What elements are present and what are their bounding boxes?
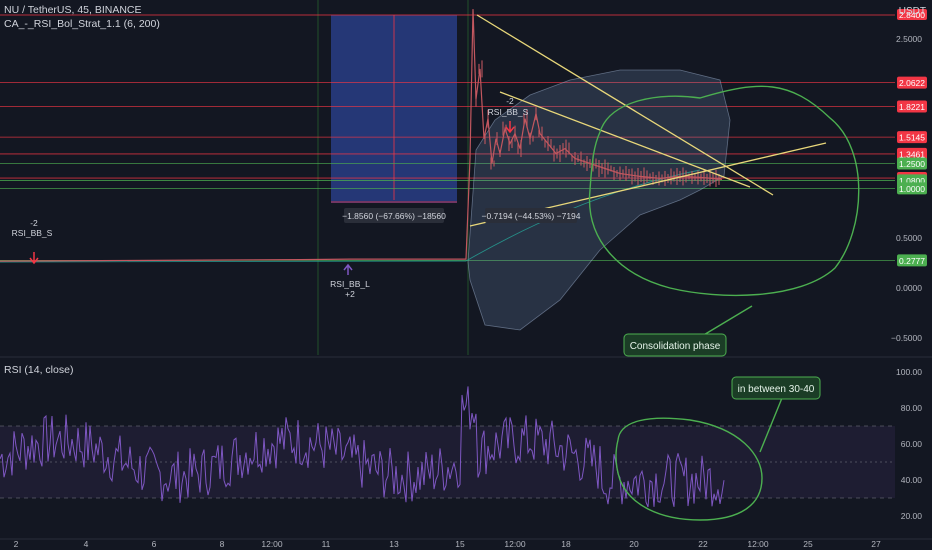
price-level-tag [897,131,927,144]
time-tick: 13 [389,539,399,549]
current-price-tag [897,9,927,20]
signal-qty: -2 [30,218,38,228]
price-level-tag [897,182,927,195]
rsi-tick: 60.00 [901,439,923,449]
price-level-label: 1.0000 [899,184,925,194]
rsi-tick: 100.00 [896,367,922,377]
consolidation-callout-box [623,333,727,357]
price-level-label: 2.0622 [899,78,925,88]
price-level-label: 1.3461 [899,149,925,159]
price-level-tag [897,157,927,170]
time-tick: 12:00 [261,539,283,549]
time-tick: 12:00 [504,539,526,549]
time-tick: 25 [803,539,813,549]
annotation-layer: Consolidation phase in between 30-40 −1.85… [12,85,860,521]
price-axis[interactable]: 2.06221.82211.51451.34611.25001.10391.08… [891,9,927,521]
signal-label: RSI_BB_S [488,107,529,117]
consolidation-circle [588,85,860,297]
short-arrow-icon [29,252,39,265]
price-level-tag [897,76,927,89]
measure-label-left: −1.8560 (−67.66%) −18560 [342,211,446,221]
time-tick: 18 [561,539,571,549]
price-tick: 0.5000 [896,233,922,243]
currency-label[interactable]: USDT [898,6,926,17]
measure-label-box [344,208,444,223]
rsi-tick: 20.00 [901,511,923,521]
time-tick: 6 [152,539,157,549]
time-tick: 27 [871,539,881,549]
rsi-callout-box [731,376,821,400]
price-level-label: 1.0800 [899,176,925,186]
measure-label-right: −0.7194 (−44.53%) −7194 [481,211,580,221]
short-arrow-icon [505,121,515,134]
time-tick: 8 [220,539,225,549]
price-tick: 2.5000 [896,34,922,44]
signal-label: RSI_BB_S [12,228,53,238]
measure-label-box [485,208,577,223]
price-level-label: 1.2500 [899,159,925,169]
price-level-tag [897,100,927,113]
rsi-callout-pointer [759,397,783,453]
time-tick: 2 [14,539,19,549]
time-tick: 20 [629,539,639,549]
price-level-label: 1.5145 [899,133,925,143]
trendline-mid [499,91,751,188]
time-tick: 22 [698,539,708,549]
time-tick: 15 [455,539,465,549]
time-axis[interactable]: 2 4 6 8 12:00 11 13 15 12:00 18 20 22 12:00 25 27 [0,538,932,549]
symbol-title[interactable]: NU / TetherUS, 45, BINANCE [4,4,142,16]
current-price-label: 2.8400 [899,10,925,20]
rsi-callout-text: in between 30-40 [738,384,815,395]
time-tick: 11 [322,539,331,549]
price-level-tag [897,254,927,267]
band-area [467,69,731,331]
signal-qty: +2 [345,289,355,299]
rsi-circle [615,417,763,521]
time-tick: 12:00 [747,539,769,549]
signal-label: RSI_BB_L [330,279,370,289]
rsi-tick: 40.00 [901,475,923,485]
price-level-label: 1.8221 [899,102,925,112]
price-level-tag [897,147,927,160]
price-tick: −0.5000 [891,333,922,343]
price-level-label: 0.2777 [899,256,925,266]
signal-qty: -2 [506,96,514,106]
long-arrow-icon [343,263,353,275]
rsi-line [0,386,725,508]
indicator-title[interactable]: CA_-_RSI_Bol_Strat_1.1 (6, 200) [4,18,160,30]
time-tick: 4 [84,539,89,549]
consolidation-callout-text: Consolidation phase [630,341,721,352]
rsi-title[interactable]: RSI (14, close) [4,364,74,376]
callout-pointer [701,305,753,337]
rsi-tick: 80.00 [901,403,923,413]
price-tick: 0.0000 [896,283,922,293]
